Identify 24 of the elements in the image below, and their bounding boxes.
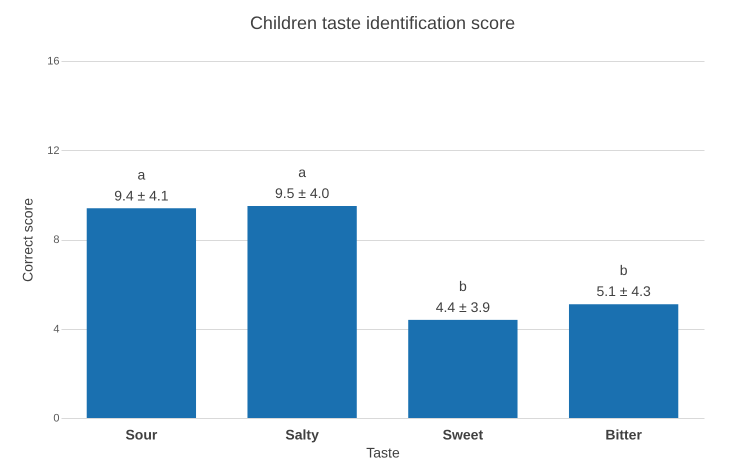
bar [86, 208, 196, 418]
x-axis-title: Taste [366, 444, 400, 460]
annotation: b [458, 278, 467, 294]
y-tick-label: 12 [47, 144, 60, 157]
y-tick-label: 4 [53, 323, 60, 336]
bar [247, 206, 357, 418]
x-tick-label: Sweet [442, 426, 484, 442]
bar [408, 320, 518, 418]
x-tick-label: Salty [285, 426, 320, 442]
data-label: 5.1 ± 4.3 [596, 283, 652, 300]
y-tick-label: 16 [47, 56, 60, 68]
data-label: 9.4 ± 4.1 [114, 187, 169, 204]
y-tick-label: 8 [53, 234, 60, 246]
x-tick-label: Bitter [605, 426, 642, 442]
bar [568, 304, 678, 418]
x-tick-label: Sour [125, 426, 158, 442]
chart-title: Children taste identification score [250, 13, 516, 33]
data-label: 9.5 ± 4.0 [274, 185, 330, 202]
annotation: a [298, 164, 306, 180]
annotation: a [137, 166, 146, 182]
y-axis-title: Correct score [19, 198, 36, 282]
data-label: 4.4 ± 3.9 [436, 298, 490, 315]
annotation: b [620, 262, 628, 278]
y-tick-label: 0 [53, 412, 60, 424]
